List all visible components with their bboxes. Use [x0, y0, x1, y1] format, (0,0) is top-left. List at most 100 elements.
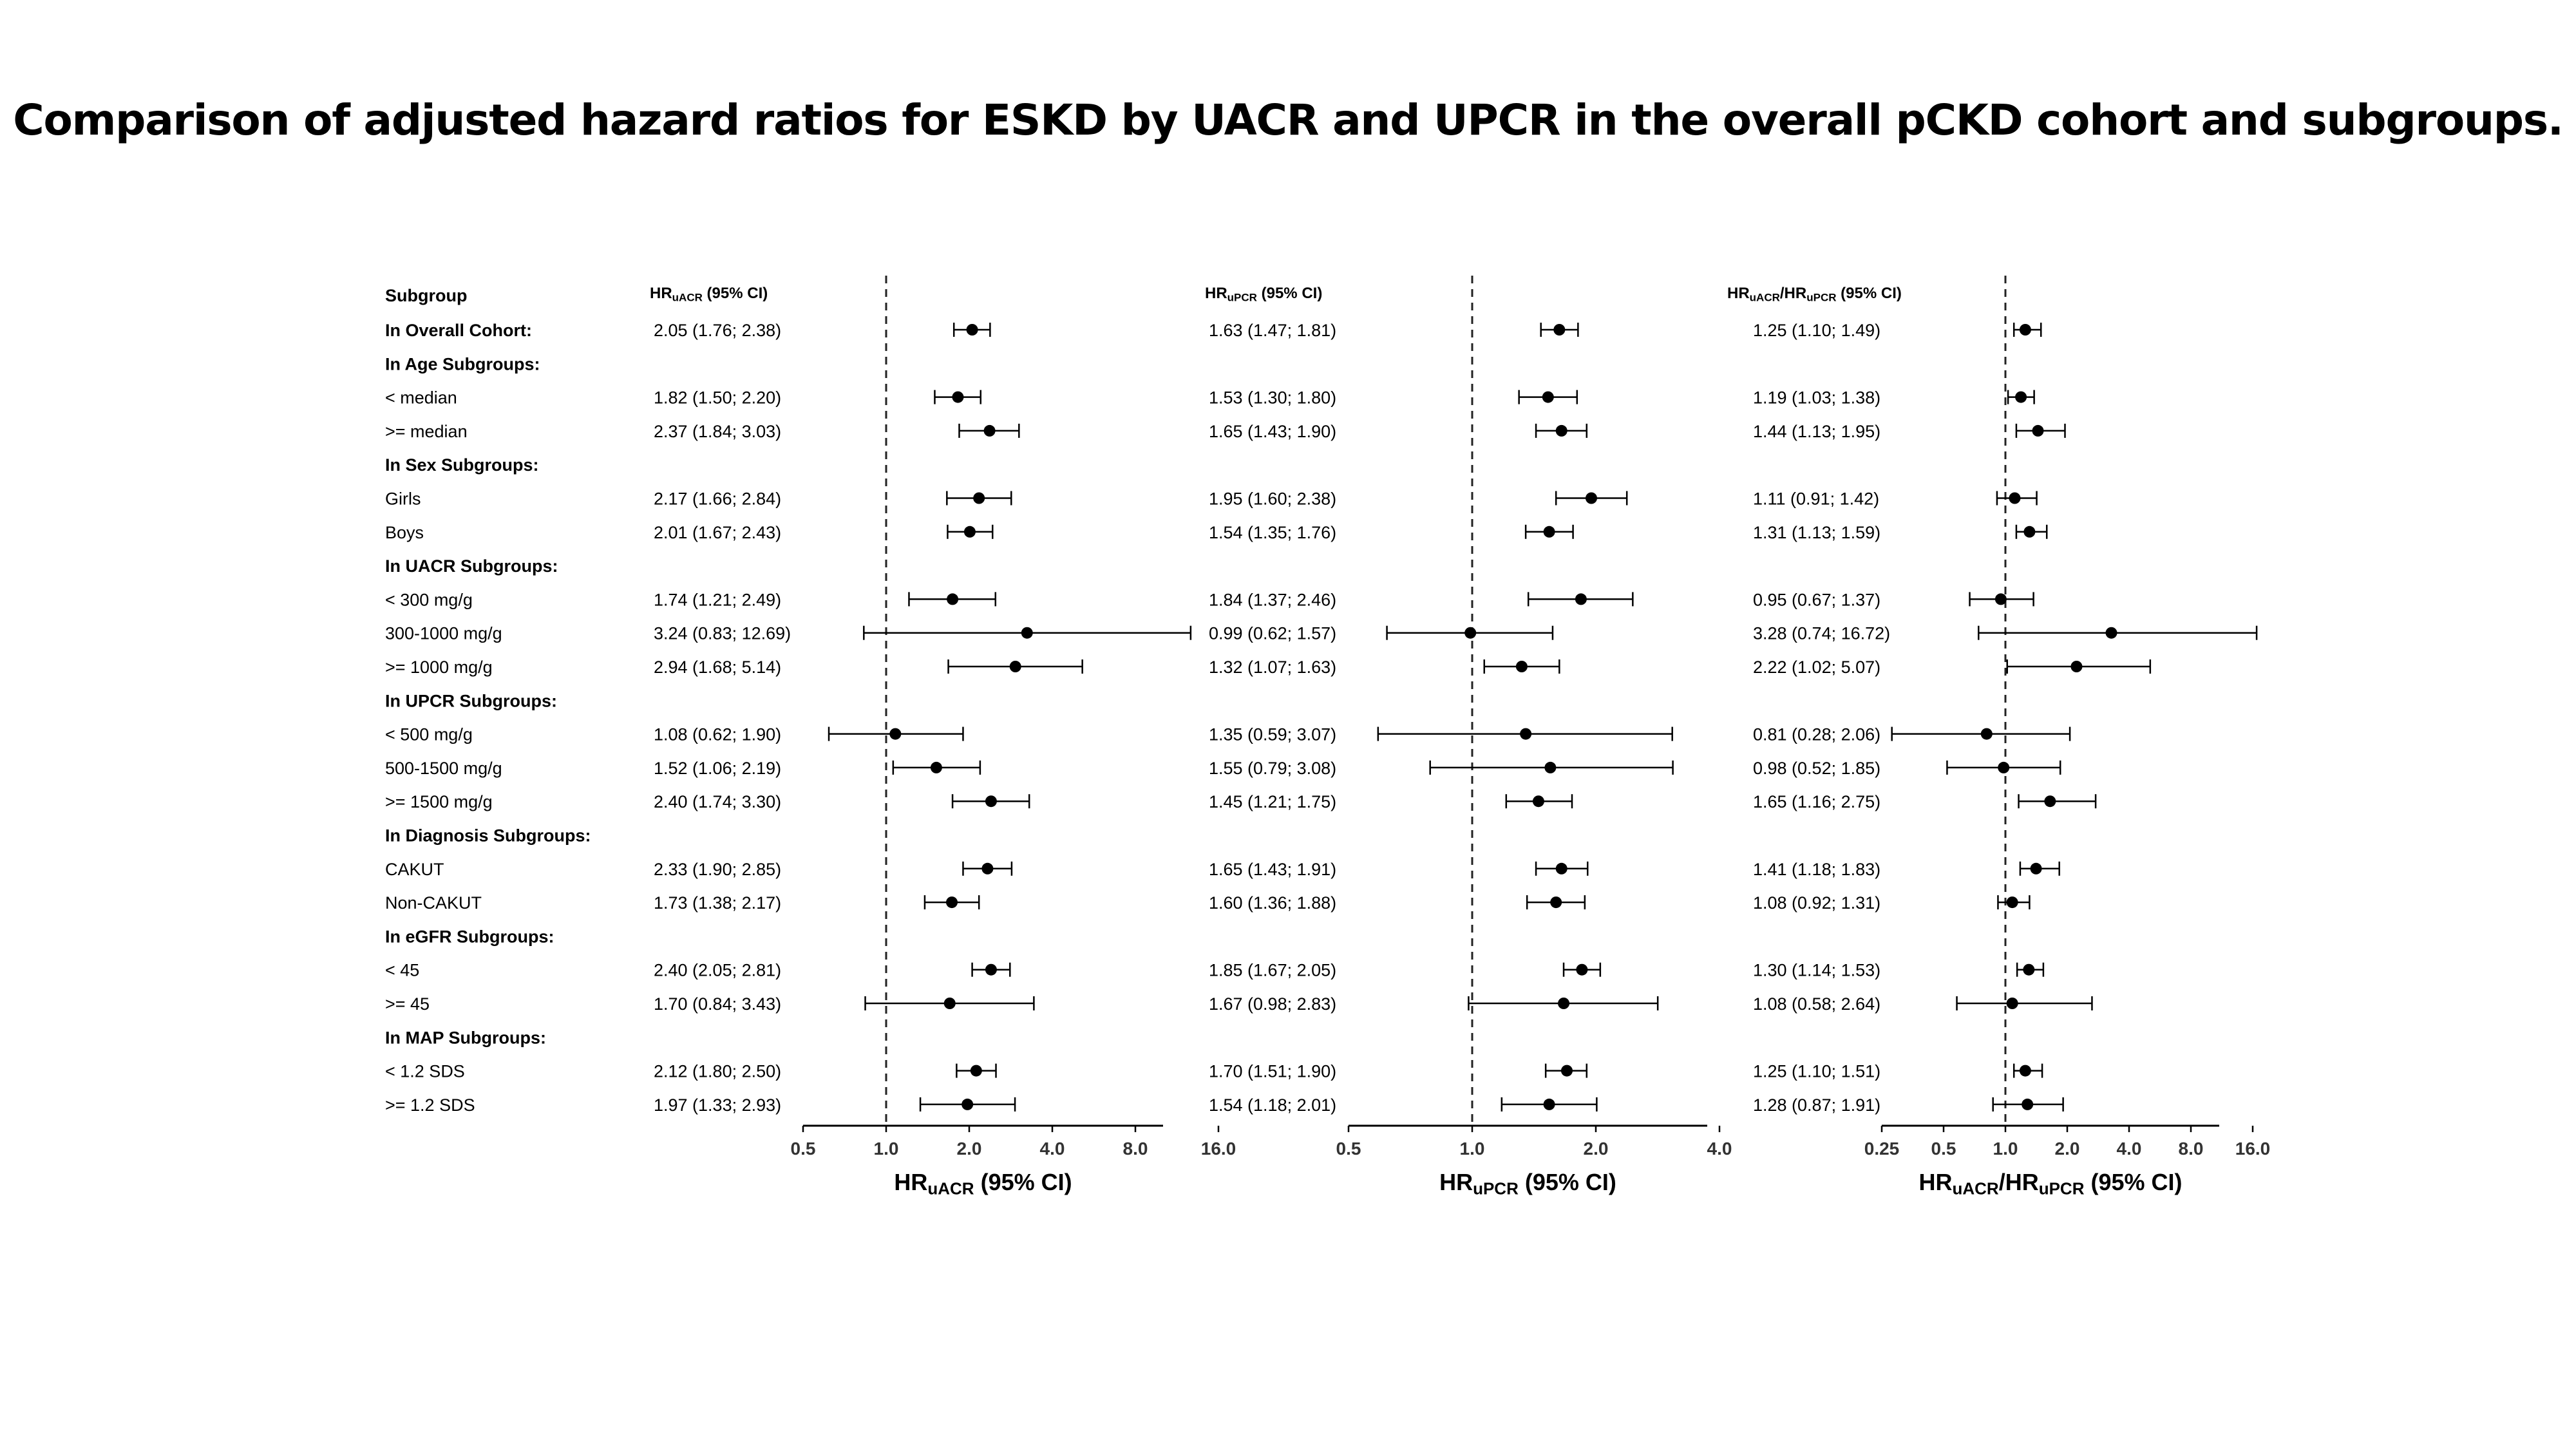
hr-point [1555, 862, 1567, 875]
subgroup-label: < median [385, 388, 457, 408]
hr-point [2006, 896, 2018, 909]
hr-ci-text: 2.01 (1.67; 2.43) [654, 523, 781, 542]
x-tick-label: 4.0 [1040, 1139, 1065, 1159]
hr-ci-text: 3.24 (0.83; 12.69) [654, 624, 791, 643]
hr-ci-text: 1.44 (1.13; 1.95) [1753, 422, 1880, 441]
subgroup-label: < 500 mg/g [385, 725, 473, 744]
hr-point [981, 862, 994, 875]
subgroup-label: >= 1500 mg/g [385, 792, 493, 811]
hr-point [2019, 324, 2031, 336]
hr-point [1515, 661, 1528, 672]
hr-ci-text: 2.94 (1.68; 5.14) [654, 658, 781, 677]
hr-ci-text: 1.63 (1.47; 1.81) [1209, 321, 1336, 340]
hr-ci-text: 1.08 (0.58; 2.64) [1753, 994, 1880, 1014]
subgroup-label: >= 1.2 SDS [385, 1095, 475, 1115]
hr-ci-text: 1.85 (1.67; 2.05) [1209, 961, 1336, 980]
subgroup-section-heading: In UPCR Subgroups: [385, 691, 557, 710]
hr-ci-text: 0.99 (0.62; 1.57) [1209, 624, 1336, 643]
hr-point [963, 526, 976, 538]
hr-ci-text: 1.53 (1.30; 1.80) [1209, 388, 1336, 408]
hr-ci-text: 1.19 (1.03; 1.38) [1753, 388, 1880, 408]
hr-ci-text: 1.25 (1.10; 1.49) [1753, 321, 1880, 340]
column-header: HRuACR/HRuPCR (95% CI) [1727, 285, 1902, 303]
subgroup-label: >= 45 [385, 994, 430, 1014]
subgroup-label: 500-1500 mg/g [385, 759, 502, 778]
hr-point [947, 593, 959, 605]
hr-ci-text: 2.22 (1.02; 5.07) [1753, 658, 1880, 677]
subgroup-label: CAKUT [385, 860, 444, 879]
upcr-forest-panel: HRuPCR (95% CI) 0.5 1.0 2.0 4.0 HRuPCR (95% C… [1205, 276, 1732, 1198]
hr-point [1464, 627, 1477, 639]
hr-ci-text: 1.25 (1.10; 1.51) [1753, 1062, 1880, 1081]
hr-point [2015, 391, 2027, 403]
column-header: HRuACR (95% CI) [650, 285, 768, 303]
subgroup-label-column: Subgroup In Overall Cohort: In Age Subgrou… [385, 286, 591, 1115]
hr-point [2006, 998, 2018, 1009]
hr-point [1550, 896, 1562, 909]
subgroup-section-heading: In Age Subgroups: [385, 354, 540, 374]
x-tick-label: 2.0 [957, 1139, 982, 1159]
hr-point [966, 324, 978, 336]
x-tick-label: 4.0 [2117, 1139, 2142, 1159]
hr-point [889, 728, 902, 740]
hr-point [1555, 424, 1567, 437]
x-axis-label: HRuACR (95% CI) [894, 1169, 1072, 1198]
hr-point [1553, 324, 1566, 336]
x-tick-label: 2.0 [2055, 1139, 2080, 1159]
hr-ci-text: 0.98 (0.52; 1.85) [1753, 759, 1880, 778]
hr-ci-text: 1.95 (1.60; 2.38) [1209, 489, 1336, 509]
subgroup-section-heading: In Overall Cohort: [385, 321, 532, 340]
hr-ci-text: 1.60 (1.36; 1.88) [1209, 893, 1336, 913]
hr-ci-text: 2.17 (1.66; 2.84) [654, 489, 781, 509]
hr-ci-text: 1.54 (1.35; 1.76) [1209, 523, 1336, 542]
hr-ci-text: 1.35 (0.59; 3.07) [1209, 725, 1336, 744]
hr-ci-text: 0.81 (0.28; 2.06) [1753, 725, 1880, 744]
hr-ci-text: 1.30 (1.14; 1.53) [1753, 961, 1880, 980]
x-tick-label: 1.0 [1460, 1139, 1485, 1159]
hr-ci-text: 1.11 (0.91; 1.42) [1753, 489, 1879, 509]
uacr-forest-panel: HRuACR (95% CI) 0.5 1.0 2.0 4.0 8.0 16.0 HRuACR… [650, 276, 1236, 1198]
hr-point [2044, 795, 2056, 808]
hr-ci-text: 1.45 (1.21; 1.75) [1209, 792, 1336, 811]
hr-ci-text: 0.95 (0.67; 1.37) [1753, 590, 1880, 609]
hr-point [943, 998, 956, 1009]
hr-point [961, 1098, 974, 1110]
hr-ci-text: 1.70 (0.84; 3.43) [654, 994, 781, 1014]
subgroup-label: >= median [385, 422, 468, 441]
hr-point [1542, 391, 1554, 403]
hr-point [1994, 593, 2007, 605]
hr-ci-text: 1.65 (1.43; 1.91) [1209, 860, 1336, 879]
hr-ci-text: 1.82 (1.50; 2.20) [654, 388, 781, 408]
subgroup-section-heading: In UACR Subgroups: [385, 556, 558, 576]
hr-point [1575, 593, 1587, 605]
x-tick-label: 0.25 [1864, 1139, 1900, 1159]
subgroup-label: Boys [385, 523, 424, 542]
hr-point [946, 896, 958, 909]
slide-title: Comparison of adjusted hazard ratios for… [13, 95, 2564, 145]
hr-ci-text: 1.54 (1.18; 2.01) [1209, 1095, 1336, 1115]
hr-point [985, 795, 997, 808]
hr-ci-text: 1.41 (1.18; 1.83) [1753, 860, 1880, 879]
hr-point [1558, 998, 1570, 1009]
hr-point [2019, 1065, 2031, 1077]
hr-point [1585, 492, 1597, 504]
hr-point [1520, 728, 1532, 740]
x-tick-label: 0.5 [1931, 1139, 1956, 1159]
hr-point [1576, 963, 1588, 976]
subgroup-section-heading: In Sex Subgroups: [385, 455, 539, 475]
hr-point [1560, 1065, 1573, 1077]
hr-point [952, 391, 964, 403]
hr-point [2105, 627, 2117, 639]
hr-point [1532, 795, 1544, 808]
hr-ci-text: 2.40 (1.74; 3.30) [654, 792, 781, 811]
subgroup-label: < 300 mg/g [385, 590, 473, 609]
hr-point [970, 1065, 982, 1077]
hr-point [2023, 526, 2036, 538]
hr-point [985, 963, 997, 976]
hr-point [1544, 761, 1557, 773]
hr-ci-text: 1.73 (1.38; 2.17) [654, 893, 781, 913]
hr-ci-text: 1.74 (1.21; 2.49) [654, 590, 781, 609]
hr-point [983, 424, 996, 437]
hr-ci-text: 1.32 (1.07; 1.63) [1209, 658, 1336, 677]
